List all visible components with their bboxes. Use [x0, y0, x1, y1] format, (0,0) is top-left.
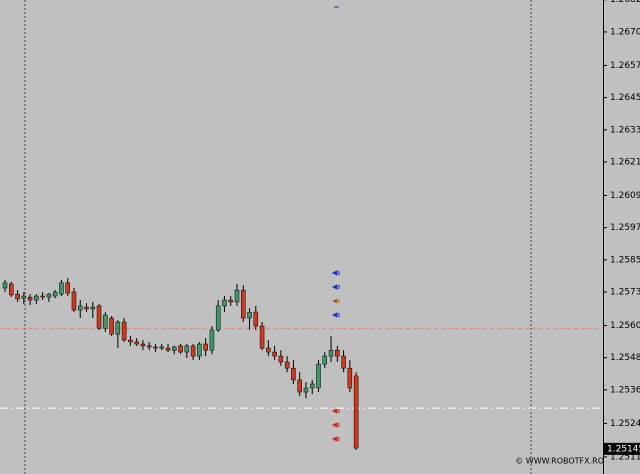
candle-body [322, 355, 328, 365]
candle-body [128, 339, 133, 343]
arrow [331, 312, 340, 318]
candle-body [347, 367, 353, 389]
candle-body [146, 345, 152, 348]
candle-body [272, 351, 277, 357]
candle-body [27, 296, 33, 301]
arrow [331, 284, 340, 290]
candle-body [65, 282, 70, 294]
candle-body [178, 345, 183, 353]
candle-body [303, 387, 309, 393]
candle-body [222, 299, 227, 307]
y-tick-label: 1.25850 [610, 255, 640, 265]
candle-body [134, 341, 139, 345]
candle-body [2, 282, 8, 289]
y-tick-label: 1.26335 [610, 125, 640, 135]
candle-body [15, 293, 20, 300]
candle-body [247, 311, 252, 319]
candle-body [353, 375, 359, 449]
candle-body [253, 311, 259, 327]
last-price-label: 1.25145 [607, 444, 640, 454]
y-tick-label: 1.26215 [610, 157, 640, 167]
candle-body [77, 305, 83, 311]
y-tick-label: 1.26575 [610, 61, 640, 71]
candle-body [84, 306, 89, 310]
signal-arrows [331, 270, 340, 442]
y-tick-label: 1.26090 [610, 191, 640, 201]
candle-body [316, 363, 321, 389]
candle-body [46, 293, 52, 298]
y-tick-label: 1.26700 [610, 27, 640, 37]
candle-body [71, 291, 77, 311]
candle-body [140, 343, 146, 347]
y-tick-label: 1.25730 [610, 288, 640, 298]
candle-body [291, 367, 296, 381]
candle-body [9, 283, 14, 296]
candle-body [278, 355, 284, 363]
candle-body [241, 289, 246, 319]
arrow [331, 408, 340, 414]
candle-body [165, 347, 171, 351]
candle-body [96, 305, 102, 329]
candle-body [159, 346, 164, 349]
arrow [331, 270, 340, 276]
last-price-box [604, 442, 640, 455]
candle-body [172, 346, 177, 351]
candle-body [284, 361, 290, 369]
candle-body [34, 295, 39, 301]
candle-body [209, 329, 215, 351]
y-tick-label: 1.25970 [610, 223, 640, 233]
candle-body [190, 345, 196, 357]
y-tick-label: 1.26455 [610, 93, 640, 103]
candle-body [197, 343, 202, 357]
candle-body [297, 379, 302, 393]
candle-body [335, 349, 340, 357]
candle-body [259, 325, 265, 349]
y-tick-label: 1.26820 [610, 0, 640, 5]
y-tick-label: 1.25605 [610, 321, 640, 331]
candle-body [40, 295, 45, 298]
candle-body [309, 383, 315, 389]
candle-body [203, 343, 208, 351]
y-tick-label: 1.25485 [610, 353, 640, 363]
watermark: © WWW.ROBOTFX.RO [515, 457, 604, 466]
candle-body [215, 305, 221, 331]
candle-body [328, 349, 334, 357]
candle-body [90, 306, 96, 310]
candle-body [153, 346, 158, 349]
candle-body [115, 321, 121, 335]
y-tick-label: 1.25240 [610, 419, 640, 429]
candle-body [21, 295, 27, 299]
candle-body [341, 355, 346, 369]
candle-body [103, 314, 108, 329]
y-tick-label: 1.25115 [610, 452, 640, 462]
candle-body [52, 291, 58, 297]
arrow [331, 436, 340, 442]
candle-body [121, 321, 127, 341]
candle-body [228, 299, 233, 303]
y-tick-label: 1.25365 [610, 385, 640, 395]
candle-body [59, 282, 64, 295]
candle-body [184, 345, 190, 353]
arrow [331, 422, 340, 428]
candle-body [266, 347, 271, 353]
arrow [331, 298, 340, 304]
candle-body [234, 289, 240, 303]
candle-body [109, 317, 114, 335]
